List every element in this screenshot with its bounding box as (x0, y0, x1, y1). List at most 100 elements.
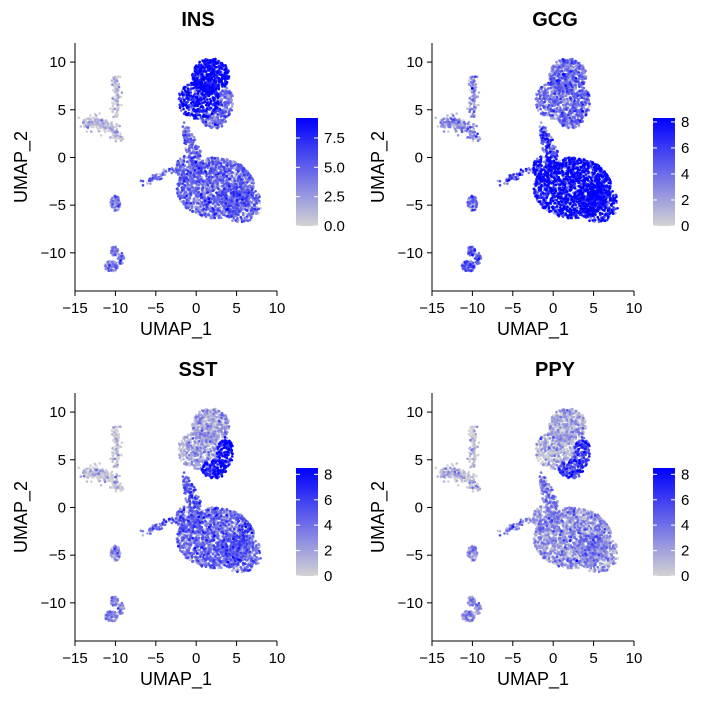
cell-point (194, 181, 198, 184)
cell-point (196, 201, 200, 205)
cell-point (231, 171, 234, 174)
cell-point (447, 130, 450, 133)
cell-point (251, 178, 255, 181)
cell-point (114, 131, 118, 134)
cell-point (170, 171, 174, 175)
cell-point (221, 193, 224, 196)
cell-point (185, 201, 188, 205)
cell-point (114, 208, 117, 212)
panel-title: GCG (532, 9, 578, 31)
cell-point (77, 116, 80, 120)
cell-point (106, 121, 109, 124)
cell-point (250, 181, 253, 185)
cell-point (111, 199, 115, 203)
colorbar-tick-label: 7.5 (324, 130, 345, 147)
cell-point (209, 102, 212, 105)
cell-point (182, 136, 186, 140)
cell-point (182, 86, 186, 89)
cell-point (232, 206, 235, 209)
cell-point (149, 182, 152, 185)
cell-point (190, 206, 194, 209)
cell-point (240, 220, 244, 224)
cell-point (203, 166, 207, 169)
cell-point (209, 60, 212, 64)
cell-point (222, 173, 225, 177)
cell-point (225, 70, 228, 74)
cell-point (176, 164, 179, 167)
cell-point (181, 182, 184, 185)
cell-point (109, 127, 112, 131)
cell-point (220, 197, 223, 201)
cell-point (209, 167, 213, 170)
cell-point (223, 77, 227, 81)
cell-point (186, 97, 189, 100)
cell-point (203, 212, 207, 215)
cell-point (245, 215, 249, 218)
cell-point (201, 162, 205, 165)
cell-point (219, 200, 222, 204)
cell-point (115, 79, 119, 83)
cell-point (217, 197, 221, 201)
cell-point (227, 169, 231, 173)
cell-point (112, 115, 115, 119)
cell-point (79, 125, 83, 128)
cell-point (223, 103, 227, 107)
cell-point (117, 96, 120, 100)
cell-point (97, 118, 101, 122)
cell-point (179, 191, 183, 194)
cell-point (224, 170, 227, 173)
cell-point (161, 173, 165, 176)
cell-point (109, 107, 112, 111)
cell-point (217, 102, 220, 106)
cell-point (219, 100, 222, 104)
cell-point (225, 106, 229, 109)
cell-point (455, 112, 458, 115)
cell-point (90, 130, 93, 133)
cell-point (148, 177, 152, 180)
cell-point (183, 184, 187, 187)
cell-points (77, 57, 262, 273)
cell-point (213, 156, 216, 160)
cell-point (141, 179, 145, 183)
cell-point (246, 219, 250, 223)
cell-point (116, 103, 120, 106)
cell-point (116, 257, 120, 260)
cell-point (202, 207, 205, 211)
cell-point (242, 181, 245, 184)
cell-point (154, 174, 157, 178)
cell-point (222, 176, 226, 179)
cell-point (109, 201, 112, 204)
cell-point (244, 204, 248, 207)
colorbar-tick-label: 0.0 (324, 218, 345, 235)
cell-point (186, 126, 189, 129)
cell-point (223, 69, 226, 72)
cell-point (538, 125, 542, 128)
cell-point (227, 111, 231, 114)
cell-point (190, 101, 193, 105)
cell-point (205, 107, 209, 111)
cell-point (114, 195, 117, 199)
cell-point (111, 107, 114, 110)
cell-point (474, 82, 477, 86)
cell-point (233, 179, 237, 182)
cell-point (249, 216, 253, 220)
cell-point (256, 208, 259, 211)
cell-point (224, 185, 228, 188)
cell-point (227, 172, 230, 176)
cell-point (212, 79, 216, 82)
cell-point (119, 135, 122, 138)
cell-point (104, 126, 107, 130)
cell-point (223, 213, 226, 217)
cell-point (196, 86, 199, 90)
cell-point (190, 177, 193, 180)
cell-point (204, 120, 208, 124)
cell-point (195, 80, 198, 83)
cell-point (202, 59, 205, 63)
cell-point (225, 89, 228, 93)
cell-point (208, 201, 211, 204)
cell-point (198, 198, 201, 202)
cell-point (235, 173, 239, 176)
cell-point (247, 172, 250, 175)
cell-point (182, 200, 186, 203)
cell-point (216, 182, 220, 185)
